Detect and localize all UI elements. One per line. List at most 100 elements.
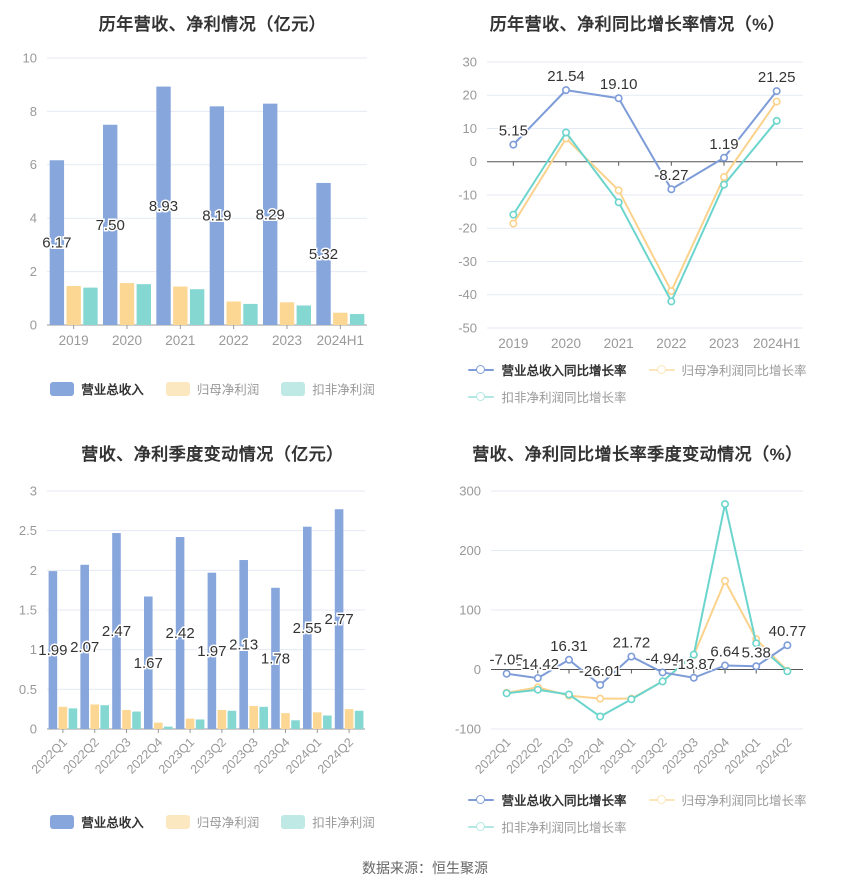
y-axis-label: 30 — [463, 54, 477, 69]
bar-营业总收入 — [334, 509, 344, 729]
legend-item-营业总收入同比增长率[interactable]: 营业总收入同比增长率 — [468, 360, 627, 379]
data-point — [720, 661, 729, 670]
y-axis-label: 6 — [30, 157, 37, 172]
legend-swatch-icon — [281, 814, 306, 829]
y-axis-label: 20 — [463, 88, 477, 103]
data-source-caption: 数据来源：恒生聚源 — [362, 860, 488, 876]
value-label: -14.42 — [517, 656, 560, 673]
legend-item-归母净利润[interactable]: 归母净利润 — [165, 379, 260, 398]
legend-label: 归母净利润 — [196, 816, 260, 830]
value-label: 8.93 — [149, 198, 178, 215]
value-label: 7.50 — [96, 217, 125, 234]
data-point — [783, 667, 792, 676]
legend-item-扣非净利润同比增长率[interactable]: 扣非净利润同比增长率 — [468, 817, 627, 836]
bar-归母净利润 — [122, 709, 131, 729]
value-label: 1.97 — [197, 643, 226, 660]
x-axis-label: 2024H1 — [317, 333, 364, 348]
value-label: 6.64 — [710, 644, 739, 661]
bar-营业总收入 — [80, 564, 89, 729]
bar-扣非净利润 — [132, 711, 141, 729]
data-point — [562, 86, 571, 95]
line-营业总收入同比增长率 — [506, 644, 788, 686]
value-label: -26.01 — [579, 663, 622, 680]
bar-营业总收入 — [239, 560, 248, 729]
legend-item-扣非净利润同比增长率[interactable]: 扣非净利润同比增长率 — [468, 387, 627, 406]
legend-swatch-icon — [50, 814, 75, 829]
value-label: 21.25 — [758, 69, 796, 86]
x-axis-label: 2022 — [656, 336, 686, 351]
legend-line-icon — [468, 364, 495, 375]
data-point — [614, 198, 623, 207]
legend-item-营业总收入[interactable]: 营业总收入 — [50, 812, 144, 831]
data-point — [667, 297, 676, 306]
data-point — [509, 210, 518, 219]
data-point — [719, 173, 728, 182]
value-label: 8.29 — [256, 206, 285, 223]
legend-line-icon — [468, 794, 495, 805]
quarterly-revenue-profit-plot: 00.511.522.532022Q12022Q22022Q32022Q4202… — [19, 483, 365, 777]
value-label: 6.17 — [42, 235, 71, 252]
legend-item-扣非净利润[interactable]: 扣非净利润 — [281, 379, 375, 398]
quarterly-revenue-profit-chart-panel: 营收、净利季度变动情况（亿元） 0 0.5 1 1.5 2 2.5 3 2022Q1 2022Q… — [0, 430, 425, 860]
legend-label: 归母净利润同比增长率 — [681, 364, 807, 378]
bar-归母净利润 — [90, 704, 99, 729]
value-label: 1.67 — [134, 655, 163, 672]
bar-扣非净利润 — [259, 706, 269, 729]
legend-swatch-icon — [50, 381, 75, 396]
y-axis-label: -50 — [458, 320, 477, 335]
data-point — [565, 690, 574, 699]
bar-扣非净利润 — [100, 705, 110, 729]
legend-item-营业总收入[interactable]: 营业总收入 — [50, 379, 144, 398]
line-扣非净利润同比增长率 — [506, 503, 789, 718]
y-axis-label: 100 — [459, 602, 481, 617]
legend-item-营业总收入同比增长率[interactable]: 营业总收入同比增长率 — [468, 790, 627, 809]
legend-line-icon — [468, 391, 495, 402]
legend-label: 归母净利润 — [196, 383, 260, 397]
x-axis-label: 2020 — [112, 333, 142, 348]
legend-item-归母净利润同比增长率[interactable]: 归母净利润同比增长率 — [648, 790, 807, 809]
data-point — [502, 689, 511, 698]
bar-归母净利润 — [66, 286, 81, 325]
legend-label: 扣非净利润同比增长率 — [501, 391, 627, 405]
annual-growth-rate-plot: -50 -40 -30 -20 -10 0 10 20 30 2019 2020 2021 2022 20… — [458, 54, 803, 351]
data-point — [533, 674, 542, 683]
bar-归母净利润 — [249, 705, 258, 729]
bar-归母净利润 — [281, 713, 290, 729]
data-point — [772, 87, 781, 96]
x-axis-label: 2024H1 — [753, 336, 800, 351]
y-axis-label: 0 — [474, 662, 481, 677]
bar-扣非净利润 — [227, 710, 237, 729]
data-point — [772, 97, 781, 106]
bar-扣非净利润 — [354, 710, 364, 729]
value-label: 1.19 — [709, 136, 738, 153]
bar-营业总收入 — [302, 526, 312, 729]
line-扣非净利润同比增长率 — [512, 120, 778, 303]
bar-扣非净利润 — [349, 314, 365, 325]
y-axis-label: -100 — [455, 721, 481, 736]
quarterly-growth-rate-chart-panel: 营收、净利同比增长率季度变动情况（%） -100 0 100 200 300 2022Q1… — [425, 430, 850, 860]
bar-营业总收入 — [48, 571, 58, 729]
bar-营业总收入 — [263, 103, 278, 325]
bar-营业总收入 — [112, 533, 121, 729]
data-point — [752, 639, 761, 648]
value-label: 2.47 — [102, 623, 131, 640]
legend-item-归母净利润[interactable]: 归母净利润 — [165, 812, 260, 831]
annual-growth-rate-chart-panel: 历年营收、净利同比增长率情况（%） -50 -40 -30 -20 -10 0 10 20 30… — [425, 0, 850, 430]
bar-归母净利润 — [217, 709, 227, 729]
legend-item-归母净利润同比增长率[interactable]: 归母净利润同比增长率 — [648, 360, 807, 379]
value-label: 5.15 — [499, 123, 528, 140]
quarterly-revenue-profit-legend: 营业总收入 归母净利润 扣非净利润 — [0, 812, 425, 831]
value-label: 8.19 — [202, 208, 231, 225]
bar-营业总收入 — [209, 106, 225, 326]
legend-line-icon — [648, 794, 675, 805]
y-axis-label: 300 — [459, 483, 481, 498]
bar-归母净利润 — [58, 706, 68, 729]
quarterly-growth-rate-legend: 营业总收入同比增长率 归母净利润同比增长率扣非净利润同比增长率 — [425, 790, 850, 836]
y-axis-label: -10 — [458, 187, 477, 202]
value-label: 2.13 — [229, 637, 258, 654]
value-label: 2.55 — [293, 620, 322, 637]
value-label: 1.78 — [261, 650, 290, 667]
legend-item-扣非净利润[interactable]: 扣非净利润 — [281, 812, 375, 831]
value-label: 19.10 — [600, 76, 638, 93]
y-axis-label: 0 — [470, 154, 477, 169]
